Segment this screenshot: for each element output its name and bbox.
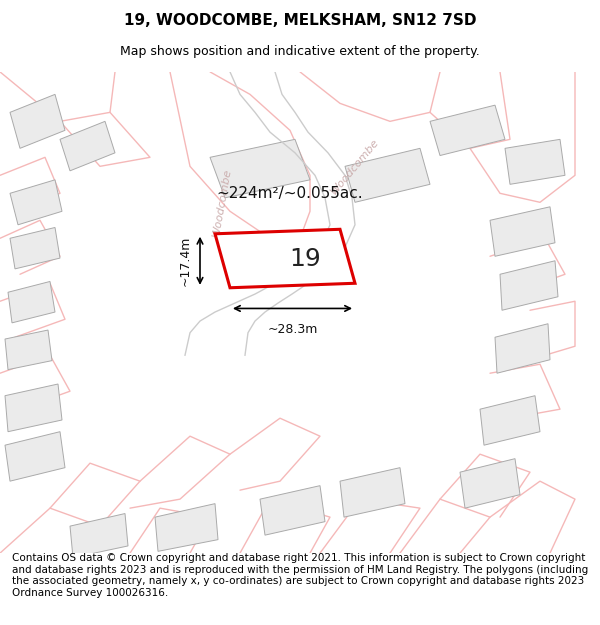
- Polygon shape: [490, 207, 555, 256]
- Text: Woodcombe: Woodcombe: [329, 136, 381, 196]
- Polygon shape: [480, 396, 540, 445]
- Polygon shape: [5, 330, 52, 369]
- Polygon shape: [340, 468, 405, 517]
- Polygon shape: [505, 139, 565, 184]
- Polygon shape: [345, 148, 430, 202]
- Text: Contains OS data © Crown copyright and database right 2021. This information is : Contains OS data © Crown copyright and d…: [12, 553, 588, 598]
- Polygon shape: [10, 228, 60, 269]
- Polygon shape: [430, 105, 505, 156]
- Polygon shape: [260, 486, 325, 535]
- Polygon shape: [5, 384, 62, 432]
- Polygon shape: [215, 229, 355, 288]
- Polygon shape: [60, 121, 115, 171]
- Polygon shape: [10, 180, 62, 225]
- Text: 19, WOODCOMBE, MELKSHAM, SN12 7SD: 19, WOODCOMBE, MELKSHAM, SN12 7SD: [124, 12, 476, 28]
- Polygon shape: [5, 432, 65, 481]
- Text: ~224m²/~0.055ac.: ~224m²/~0.055ac.: [217, 186, 364, 201]
- Polygon shape: [8, 281, 55, 323]
- Text: ~17.4m: ~17.4m: [179, 236, 192, 286]
- Text: 19: 19: [289, 246, 321, 271]
- Polygon shape: [155, 504, 218, 551]
- Text: Map shows position and indicative extent of the property.: Map shows position and indicative extent…: [120, 45, 480, 58]
- Text: Woodcombe: Woodcombe: [211, 168, 233, 238]
- Text: ~28.3m: ~28.3m: [268, 323, 317, 336]
- Polygon shape: [460, 459, 520, 508]
- Polygon shape: [210, 139, 310, 198]
- Polygon shape: [70, 514, 128, 558]
- Polygon shape: [10, 94, 65, 148]
- Polygon shape: [500, 261, 558, 310]
- Polygon shape: [495, 324, 550, 373]
